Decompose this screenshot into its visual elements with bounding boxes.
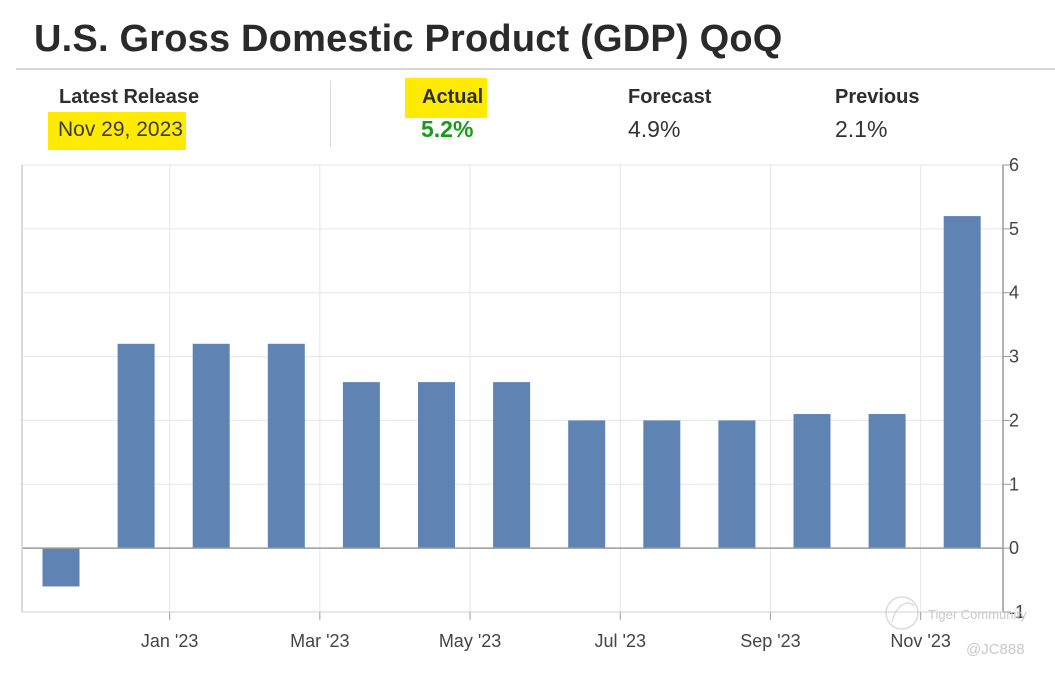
x-tick-label: Nov '23 [890,631,950,651]
x-tick-label: Jul '23 [595,631,646,651]
watermark-logo-icon [885,596,919,630]
page-title: U.S. Gross Domestic Product (GDP) QoQ [34,18,783,60]
forecast-value: 4.9% [628,116,681,142]
latest-release-value: Nov 29, 2023 [58,118,183,141]
watermark-swoosh [891,602,915,623]
y-tick-label: 5 [1009,219,1019,239]
title-divider [16,68,1055,70]
x-tick-label: Jan '23 [141,631,198,651]
bar-4 [342,382,380,549]
previous-value: 2.1% [835,116,888,142]
stats-divider [330,81,331,147]
watermark-circle [885,596,919,630]
bar-3 [267,343,305,549]
bar-1 [117,343,155,549]
watermark-brand: Tiger Community [928,607,1027,622]
y-tick-label: -1 [1009,602,1025,622]
actual-highlight [405,78,487,118]
previous-label: Previous [835,86,920,108]
latest-release-label: Latest Release [59,86,200,108]
x-tick-label: Mar '23 [290,631,349,651]
y-tick-label: 3 [1009,347,1019,367]
bar-5 [418,382,455,549]
actual-value: 5.2% [421,116,474,142]
bar-7 [568,420,606,549]
y-tick-label: 2 [1009,410,1019,430]
watermark-handle: @JC888 [966,641,1025,658]
bar-10 [793,414,831,549]
x-tick-label: Sep '23 [740,631,801,651]
y-tick-label: 1 [1009,474,1019,494]
bar-0 [42,548,80,587]
y-tick-label: 6 [1009,155,1019,175]
bar-8 [643,420,681,549]
bar-2 [192,343,230,549]
bar-6 [493,382,531,549]
bar-11 [868,414,906,549]
latest-release-highlight [48,112,186,150]
actual-label: Actual [422,86,484,108]
bar-9 [718,420,756,549]
bar-12 [943,216,981,549]
x-tick-label: May '23 [439,631,501,651]
y-tick-label: 4 [1009,283,1019,303]
forecast-label: Forecast [628,86,712,108]
y-tick-label: 0 [1009,538,1019,558]
